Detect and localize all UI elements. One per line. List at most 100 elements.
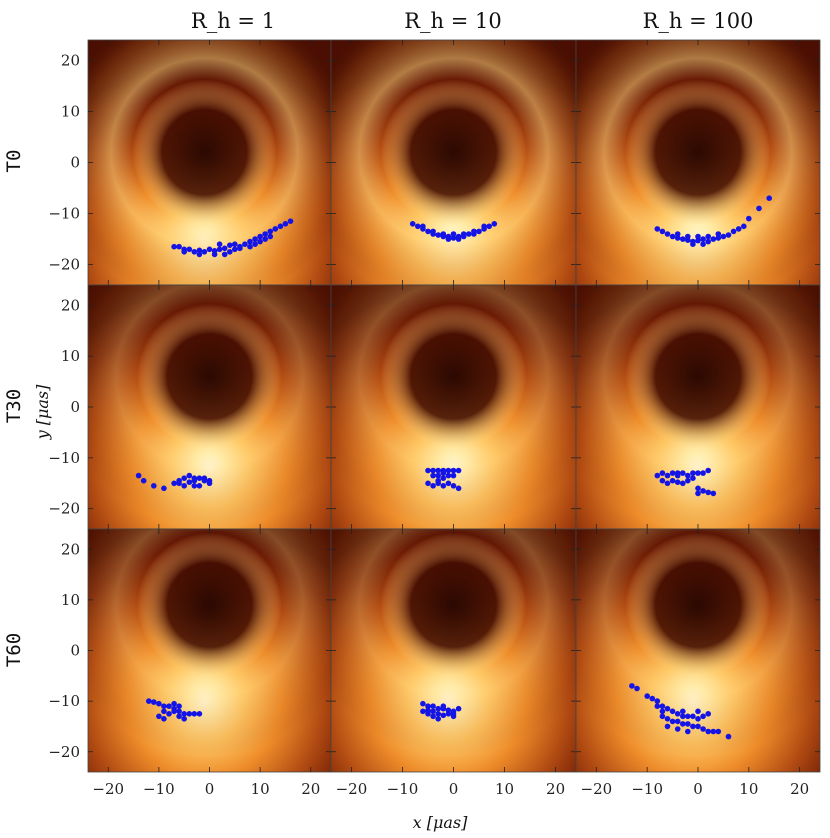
data-point bbox=[252, 236, 258, 242]
x-tick-label: −10 bbox=[631, 780, 663, 798]
data-point bbox=[221, 251, 228, 258]
data-point bbox=[735, 226, 742, 232]
data-point bbox=[664, 472, 671, 479]
x-tick-label: −20 bbox=[336, 780, 368, 798]
data-point bbox=[211, 251, 218, 258]
data-point bbox=[700, 236, 706, 242]
column-title-1: R_h = 1 bbox=[191, 9, 275, 33]
data-point bbox=[156, 713, 162, 720]
data-point bbox=[420, 708, 426, 715]
data-point bbox=[430, 472, 436, 479]
panel-1-1 bbox=[331, 285, 576, 529]
x-tick-label: −10 bbox=[387, 780, 419, 798]
data-point bbox=[674, 235, 681, 241]
data-point bbox=[191, 711, 198, 717]
panel-0-0 bbox=[88, 40, 331, 285]
y-tick-label: −20 bbox=[48, 256, 80, 274]
data-point bbox=[247, 243, 253, 250]
data-point bbox=[440, 703, 447, 709]
data-point bbox=[430, 483, 436, 489]
data-point bbox=[425, 707, 431, 713]
data-point bbox=[161, 708, 167, 715]
data-point bbox=[171, 700, 177, 707]
data-point bbox=[715, 728, 722, 735]
data-point bbox=[420, 700, 426, 707]
data-point bbox=[705, 467, 711, 474]
data-point bbox=[181, 716, 187, 722]
data-point bbox=[680, 480, 686, 487]
data-point bbox=[450, 235, 457, 241]
data-point bbox=[409, 221, 416, 227]
data-point bbox=[690, 241, 696, 247]
data-point bbox=[247, 238, 253, 245]
panel-2-0 bbox=[88, 529, 331, 772]
data-point bbox=[196, 251, 203, 258]
data-point bbox=[629, 683, 635, 689]
data-point bbox=[705, 238, 711, 245]
data-point bbox=[257, 233, 263, 240]
data-point bbox=[171, 708, 177, 715]
data-point bbox=[232, 241, 238, 247]
x-tick-label: 10 bbox=[251, 780, 270, 798]
data-point bbox=[669, 718, 676, 725]
data-point bbox=[415, 223, 421, 230]
y-tick-label: 10 bbox=[61, 591, 80, 609]
data-point bbox=[664, 723, 671, 730]
data-point bbox=[435, 716, 442, 722]
data-point bbox=[440, 712, 447, 719]
data-point bbox=[476, 228, 482, 235]
data-point bbox=[206, 477, 213, 484]
x-axis-label: x [μas] bbox=[413, 813, 469, 832]
data-point bbox=[161, 703, 167, 709]
data-point bbox=[420, 223, 426, 230]
data-point bbox=[425, 228, 431, 235]
data-point bbox=[166, 711, 172, 717]
data-point bbox=[252, 241, 258, 247]
y-tick-label: 20 bbox=[61, 296, 80, 314]
data-point bbox=[664, 231, 671, 237]
data-point bbox=[186, 479, 193, 486]
data-point bbox=[700, 726, 706, 732]
y-tick-label: 20 bbox=[61, 51, 80, 69]
data-point bbox=[680, 708, 686, 715]
data-point bbox=[186, 246, 193, 253]
data-point bbox=[669, 708, 676, 715]
data-point bbox=[435, 705, 442, 712]
data-point bbox=[690, 470, 696, 476]
data-point bbox=[435, 711, 442, 717]
x-tick-label: 20 bbox=[790, 780, 809, 798]
data-point bbox=[715, 235, 722, 241]
data-point bbox=[181, 249, 187, 255]
data-point bbox=[674, 718, 681, 725]
data-point bbox=[430, 708, 436, 715]
data-point bbox=[695, 723, 701, 730]
x-tick-label: 10 bbox=[495, 780, 514, 798]
panel-2-1 bbox=[331, 529, 576, 772]
data-point bbox=[440, 483, 447, 489]
panel-2-2 bbox=[576, 529, 820, 772]
data-point bbox=[242, 241, 248, 247]
data-point bbox=[455, 467, 462, 474]
x-tick-label: 20 bbox=[546, 780, 565, 798]
column-title-3: R_h = 100 bbox=[643, 9, 754, 33]
data-point bbox=[705, 233, 711, 240]
panel-0-2 bbox=[576, 40, 820, 285]
data-point bbox=[685, 713, 691, 720]
data-point bbox=[440, 475, 447, 482]
y-tick-label: −10 bbox=[48, 205, 80, 223]
data-point bbox=[216, 241, 223, 247]
data-point bbox=[486, 223, 493, 230]
data-point bbox=[695, 490, 701, 497]
panel-0-1 bbox=[331, 40, 576, 285]
data-point bbox=[700, 713, 706, 720]
data-point bbox=[262, 231, 269, 237]
data-point bbox=[196, 475, 203, 482]
data-point bbox=[659, 713, 666, 720]
data-point bbox=[664, 716, 671, 722]
data-point bbox=[455, 485, 462, 492]
data-point bbox=[206, 246, 213, 253]
y-tick-label: 20 bbox=[61, 540, 80, 558]
shadow-ring bbox=[331, 529, 576, 772]
data-point bbox=[176, 243, 182, 250]
